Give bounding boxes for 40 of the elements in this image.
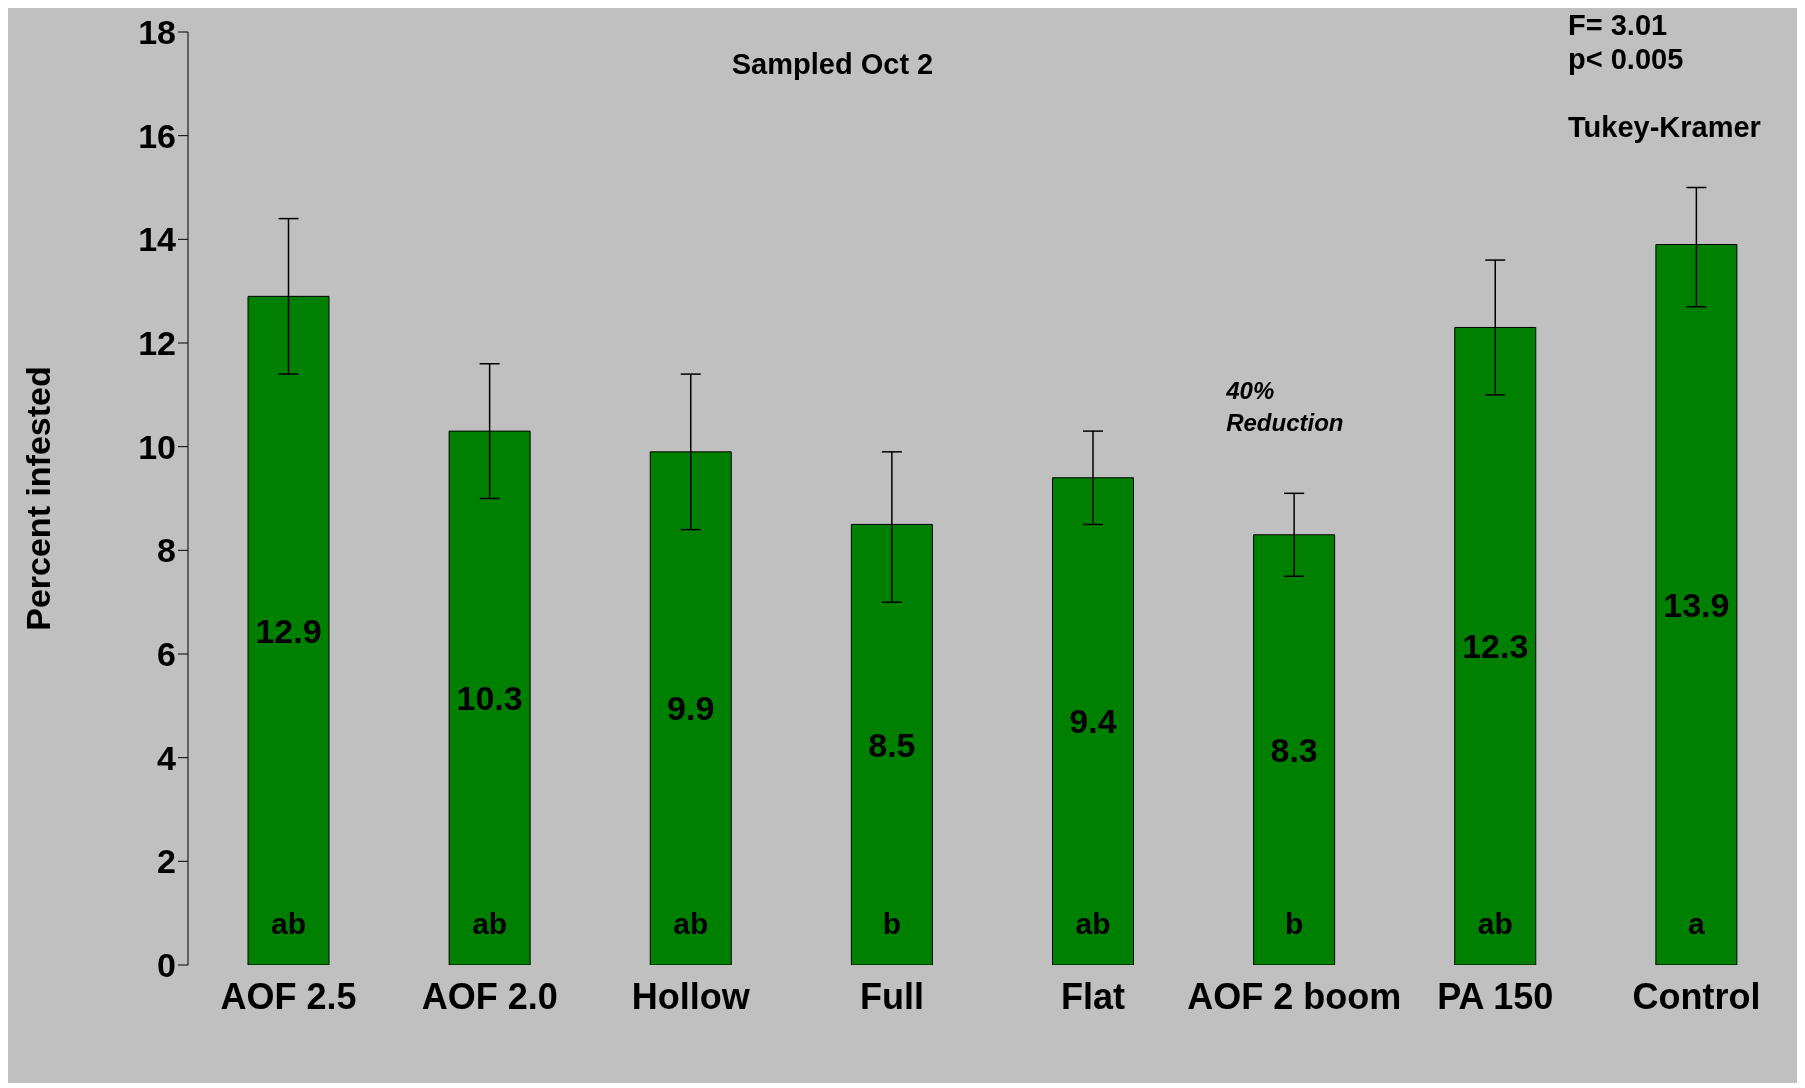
y-tick-label: 10 [138, 427, 176, 466]
x-tick-label: Flat [1061, 975, 1126, 1017]
annotation: a [1688, 906, 1706, 940]
annotation: F= 3.01 [1568, 8, 1669, 42]
x-tick-label: AOF 2 boom [1187, 975, 1402, 1017]
y-tick-label: 4 [157, 738, 177, 777]
x-tick-label: Control [1632, 975, 1761, 1017]
annotation: ab [472, 906, 508, 940]
annotation: Tukey-Kramer [1568, 110, 1761, 144]
data-label: 12.9 [255, 611, 322, 650]
data-label: 12.3 [1462, 627, 1529, 666]
data-label: 9.9 [667, 689, 715, 728]
y-tick-label: 8 [157, 531, 176, 570]
annotation: ab [1075, 906, 1111, 940]
y-tick-label: 14 [138, 220, 177, 259]
data-label: 9.4 [1069, 702, 1117, 741]
x-tick-label: AOF 2.5 [220, 975, 357, 1017]
y-tick-label: 6 [157, 635, 176, 674]
x-tick-label: Full [859, 975, 924, 1017]
y-axis-title: Percent infested [19, 366, 58, 631]
data-label: 13.9 [1663, 585, 1730, 624]
annotation: b [882, 906, 902, 940]
data-label: 8.3 [1270, 730, 1318, 769]
y-tick-label: 12 [138, 324, 176, 363]
y-tick-label: 18 [138, 13, 176, 52]
annotation: ab [1477, 906, 1513, 940]
y-tick-label: 2 [157, 842, 176, 881]
text: Sampled Oct 2 [731, 48, 934, 80]
annotation: ab [271, 906, 307, 940]
annotation: b [1285, 906, 1304, 940]
annotation: p< 0.005 [1568, 42, 1685, 76]
y-tick-label: 0 [157, 946, 176, 985]
y-tick-label: 16 [138, 116, 176, 155]
x-tick-label: Hollow [631, 975, 751, 1017]
data-label: 8.5 [868, 725, 916, 764]
x-tick-label: AOF 2.0 [421, 975, 558, 1017]
annotation: 40% Reduction [1225, 377, 1344, 437]
x-tick-label: PA 150 [1437, 975, 1554, 1017]
annotation: ab [673, 906, 709, 940]
data-label: 10.3 [456, 679, 523, 718]
